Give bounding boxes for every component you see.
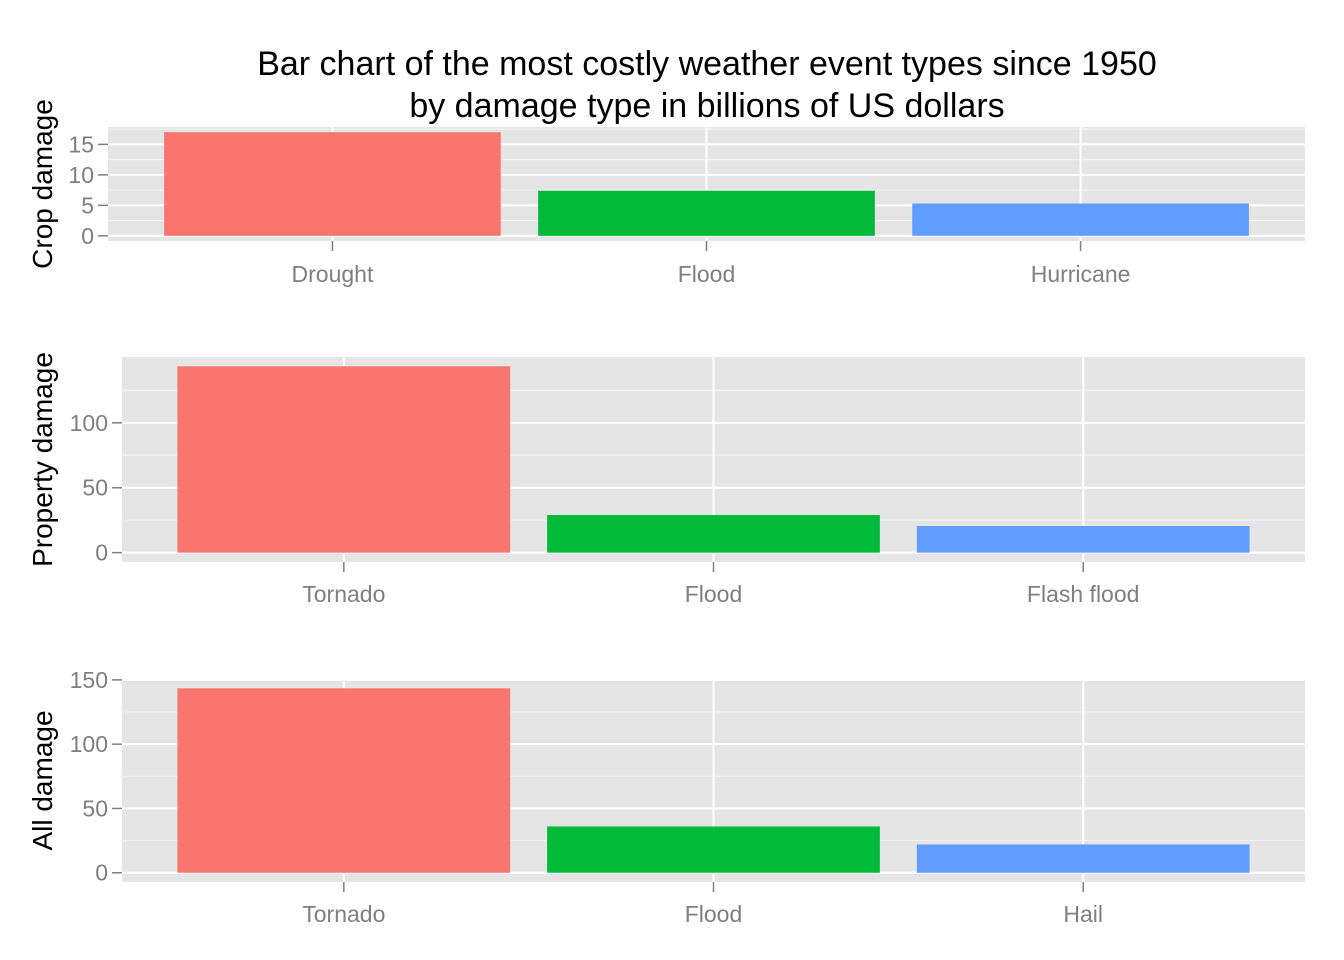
y-tick-label: 0 (81, 223, 94, 249)
bar-tornado (177, 366, 511, 553)
panel-1: 0 5 10 15 Drought Flood Hurricane Crop damage (27, 99, 1305, 287)
panel-3: 0 50 100 150 Tornado Flood Hail All damage (27, 667, 1305, 927)
x-category-label: Hurricane (1031, 261, 1131, 287)
y-tick-label: 150 (70, 667, 108, 693)
y-tick-label: 100 (70, 410, 108, 436)
chart-title-line2: by damage type in billions of US dollars (409, 87, 1004, 125)
chart-panels: 0 5 10 15 Drought Flood Hurricane Crop damage 0 5… (27, 99, 1305, 927)
y-tick-label: 15 (68, 131, 94, 157)
y-tick-label: 5 (81, 192, 94, 218)
bar-flash-flood (916, 526, 1250, 553)
y-tick-label: 100 (70, 731, 108, 757)
y-axis-label: Property damage (27, 352, 58, 567)
y-tick-label: 0 (95, 540, 108, 566)
y-tick-label: 50 (82, 475, 108, 501)
y-tick-label: 0 (95, 860, 108, 886)
x-category-label: Flood (685, 901, 743, 927)
bar-flood (547, 515, 880, 553)
x-category-label: Flash flood (1027, 581, 1140, 607)
x-category-label: Hail (1063, 901, 1103, 927)
y-axis-label: All damage (27, 710, 58, 850)
x-category-label: Tornado (302, 901, 385, 927)
y-tick-label: 50 (82, 795, 108, 821)
y-tick-label: 10 (68, 162, 94, 188)
y-axis-label: Crop damage (27, 99, 58, 269)
chart-title-line1: Bar chart of the most costly weather eve… (257, 45, 1157, 83)
x-category-label: Flood (685, 581, 743, 607)
x-category-label: Flood (678, 261, 736, 287)
bar-tornado (177, 688, 511, 873)
bar-hurricane (912, 203, 1249, 236)
bar-hail (916, 844, 1250, 873)
panel-2: 0 50 100 Tornado Flood Flash flood Property da… (27, 352, 1305, 607)
bar-drought (164, 132, 501, 236)
x-category-label: Tornado (302, 581, 385, 607)
bar-flood (538, 190, 875, 236)
x-category-label: Drought (292, 261, 374, 287)
bar-flood (547, 826, 880, 873)
